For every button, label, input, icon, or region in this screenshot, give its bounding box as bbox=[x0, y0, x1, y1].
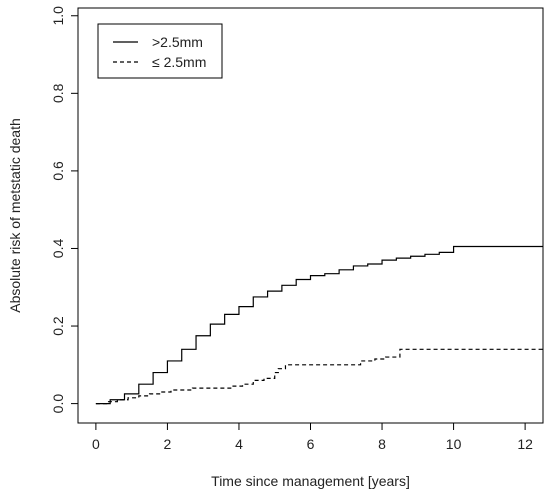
legend-label-le-2-5mm: ≤ 2.5mm bbox=[152, 54, 206, 70]
x-tick-label: 6 bbox=[307, 436, 315, 452]
axes-ticks bbox=[71, 15, 526, 430]
x-axis-title: Time since management [years] bbox=[211, 473, 410, 489]
y-axis-title: Absolute risk of metstatic death bbox=[7, 118, 23, 313]
y-tick-label: 0.6 bbox=[50, 161, 66, 181]
legend-label-gt-2-5mm: >2.5mm bbox=[152, 34, 203, 50]
series-line-gt-2-5mm bbox=[95, 245, 543, 405]
x-tick-label: 10 bbox=[446, 436, 462, 452]
series-line-le-2-5mm bbox=[95, 348, 543, 405]
y-tick-label: 1.0 bbox=[50, 6, 66, 26]
x-tick-label: 2 bbox=[164, 436, 172, 452]
y-tick-label: 0.8 bbox=[50, 83, 66, 103]
x-tick-label: 12 bbox=[517, 436, 533, 452]
x-tick-label: 8 bbox=[378, 436, 386, 452]
legend-box bbox=[97, 23, 223, 79]
y-tick-label: 0.0 bbox=[50, 394, 66, 414]
x-tick-label: 4 bbox=[235, 436, 243, 452]
x-tick-label: 0 bbox=[92, 436, 100, 452]
y-tick-label: 0.2 bbox=[50, 316, 66, 336]
series-lines bbox=[95, 245, 543, 405]
axes-tick-labels: 0 2 4 6 8 10 12 0.0 0.2 0.4 0.6 0.8 1.0 bbox=[50, 6, 533, 452]
y-tick-label: 0.4 bbox=[50, 239, 66, 259]
legend: >2.5mm ≤ 2.5mm bbox=[97, 23, 223, 79]
